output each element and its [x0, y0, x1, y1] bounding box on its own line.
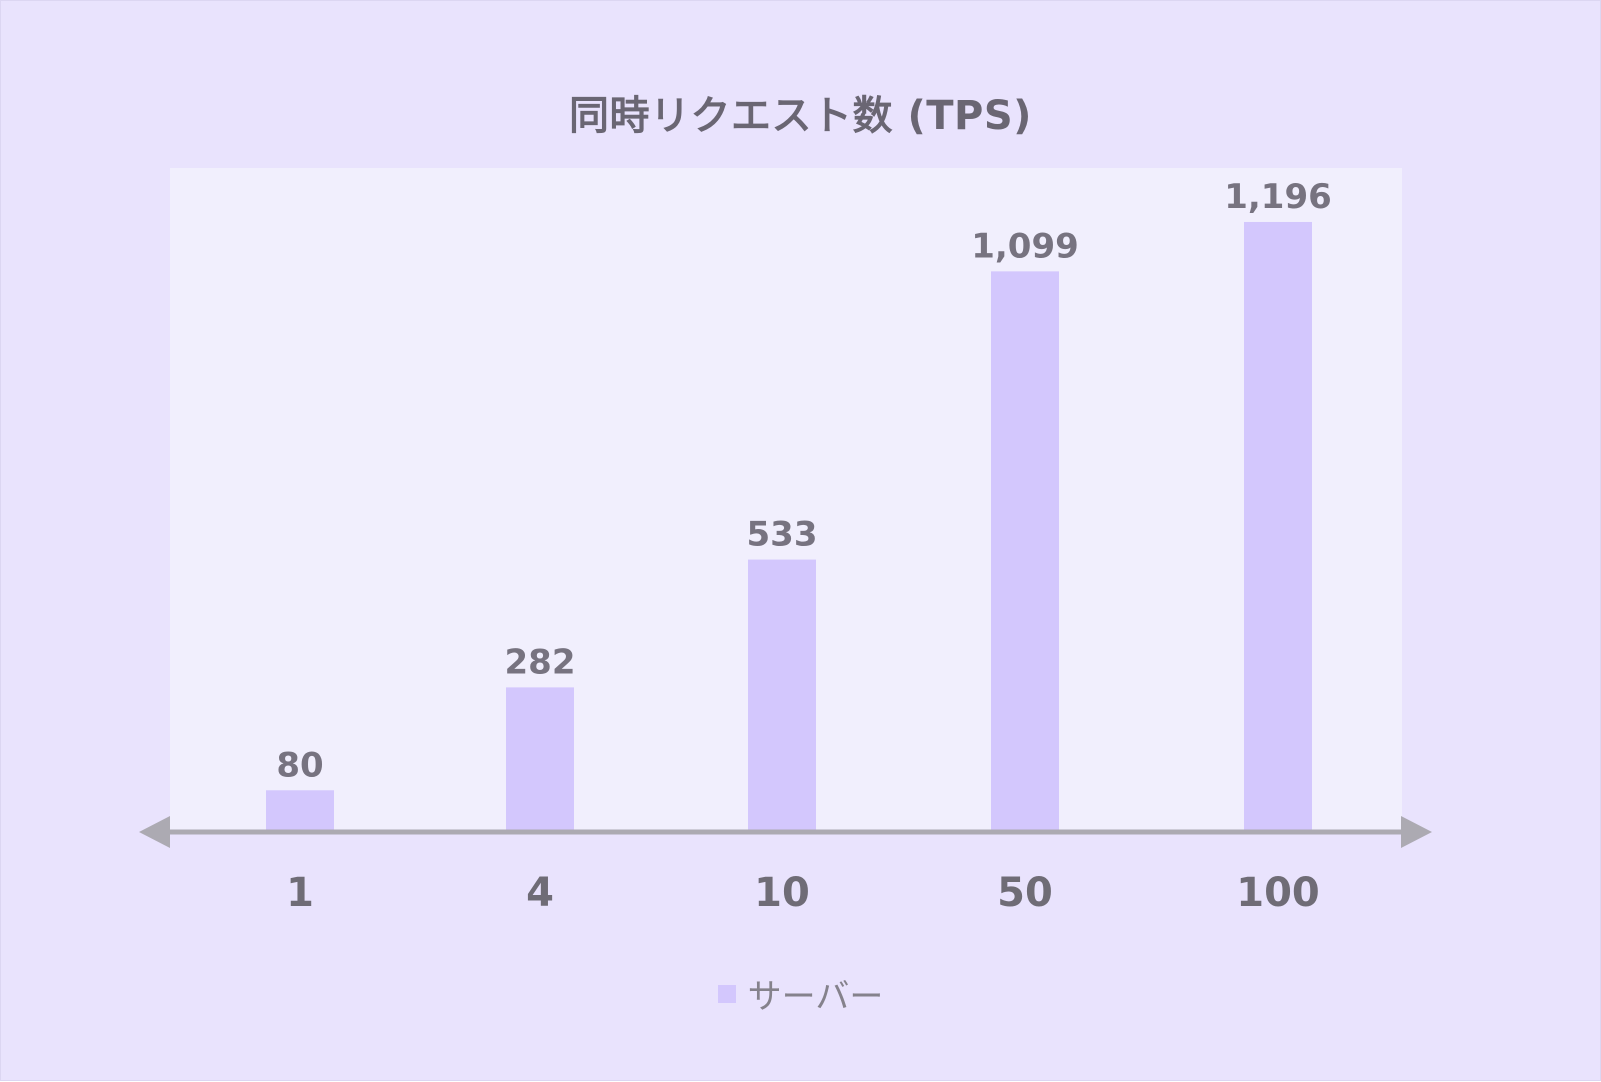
legend-label: サーバー — [747, 977, 884, 1017]
bar-value-label: 533 — [747, 515, 818, 555]
bar-10 — [748, 559, 816, 831]
x-tick-label: 10 — [754, 870, 810, 916]
bar-value-label: 1,196 — [1224, 177, 1332, 217]
labels-group: 80 1 282 4 533 10 1,099 50 1,196 100 — [276, 177, 1331, 916]
bar-4 — [506, 687, 574, 831]
bars-group — [266, 221, 1312, 832]
x-tick-label: 4 — [526, 870, 554, 916]
x-tick-label: 50 — [997, 870, 1053, 916]
legend-swatch — [717, 984, 736, 1003]
bar-100 — [1244, 221, 1312, 831]
chart-title: 同時リクエスト数 (TPS) — [569, 93, 1032, 139]
x-axis-right-arrow — [1401, 816, 1432, 848]
x-tick-label: 1 — [286, 870, 314, 916]
bar-value-label: 80 — [276, 745, 323, 785]
bar-1 — [266, 790, 334, 831]
x-axis-left-arrow — [139, 816, 170, 848]
legend: サーバー — [1, 969, 1600, 1018]
bar-value-label: 282 — [505, 642, 576, 682]
bar-50 — [991, 271, 1059, 832]
bar-value-label: 1,099 — [971, 226, 1079, 266]
x-axis — [139, 816, 1432, 848]
x-tick-label: 100 — [1236, 870, 1320, 916]
